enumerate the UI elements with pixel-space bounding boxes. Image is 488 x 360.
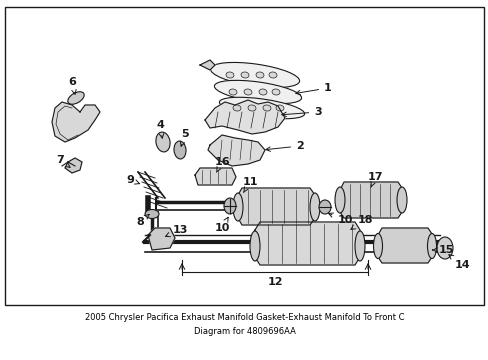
Text: 11: 11	[242, 177, 257, 192]
Ellipse shape	[214, 80, 301, 104]
Polygon shape	[339, 182, 401, 218]
Ellipse shape	[156, 132, 170, 152]
Ellipse shape	[145, 210, 159, 219]
Ellipse shape	[268, 72, 276, 78]
Ellipse shape	[309, 193, 319, 221]
Ellipse shape	[271, 89, 280, 95]
Polygon shape	[377, 228, 431, 263]
Ellipse shape	[247, 105, 255, 111]
Polygon shape	[238, 188, 314, 225]
Text: 2: 2	[265, 141, 303, 151]
Text: 5: 5	[180, 129, 188, 146]
Ellipse shape	[228, 89, 237, 95]
Ellipse shape	[275, 105, 284, 111]
Polygon shape	[148, 228, 175, 250]
Ellipse shape	[225, 72, 233, 78]
Ellipse shape	[68, 92, 84, 104]
Ellipse shape	[396, 187, 406, 213]
Ellipse shape	[241, 72, 248, 78]
Text: 18: 18	[350, 215, 372, 229]
Ellipse shape	[256, 72, 264, 78]
Ellipse shape	[259, 89, 266, 95]
Polygon shape	[204, 100, 285, 134]
Text: 16: 16	[214, 157, 229, 172]
Text: Diagram for 4809696AA: Diagram for 4809696AA	[193, 328, 295, 337]
Text: 14: 14	[448, 255, 469, 270]
Text: 7: 7	[56, 155, 70, 167]
Polygon shape	[254, 222, 359, 265]
Ellipse shape	[219, 97, 304, 119]
Ellipse shape	[174, 141, 185, 159]
Text: 10: 10	[214, 217, 229, 233]
Ellipse shape	[233, 105, 241, 111]
Text: 6: 6	[68, 77, 76, 94]
Text: 1: 1	[295, 83, 331, 95]
Ellipse shape	[232, 193, 243, 221]
Text: 2005 Chrysler Pacifica Exhaust Manifold Gasket-Exhaust Manifold To Front C: 2005 Chrysler Pacifica Exhaust Manifold …	[84, 314, 404, 323]
Polygon shape	[65, 158, 82, 173]
Ellipse shape	[427, 234, 436, 258]
Ellipse shape	[334, 187, 345, 213]
Text: 15: 15	[432, 245, 453, 255]
Text: 9: 9	[126, 175, 139, 185]
Polygon shape	[200, 60, 215, 70]
Polygon shape	[52, 102, 100, 142]
Polygon shape	[195, 168, 236, 185]
Ellipse shape	[263, 105, 270, 111]
Text: 4: 4	[156, 120, 163, 138]
Ellipse shape	[224, 198, 236, 214]
Ellipse shape	[354, 231, 364, 261]
Text: 3: 3	[281, 107, 321, 117]
Ellipse shape	[373, 234, 382, 258]
Text: 13: 13	[165, 225, 187, 237]
Polygon shape	[207, 135, 264, 166]
Text: 12: 12	[267, 277, 282, 287]
Text: 10: 10	[328, 213, 352, 225]
Ellipse shape	[436, 237, 452, 259]
Text: 17: 17	[366, 172, 382, 187]
Ellipse shape	[244, 89, 251, 95]
Text: 8: 8	[136, 215, 149, 227]
Ellipse shape	[210, 62, 299, 87]
Ellipse shape	[249, 231, 260, 261]
Ellipse shape	[318, 200, 330, 214]
